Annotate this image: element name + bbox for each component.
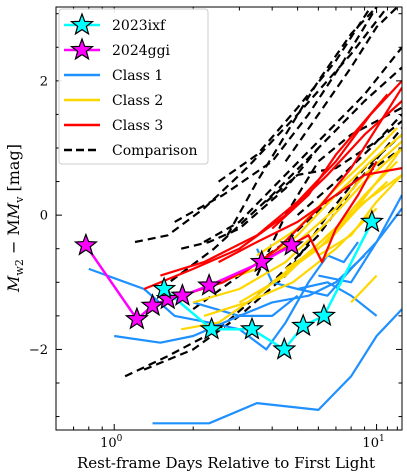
x-tick-label-1: 100: [100, 434, 123, 451]
class-1-line-3: [152, 308, 402, 425]
class-1-line-6: [297, 281, 378, 317]
class-3-line-5: [238, 87, 402, 277]
legend-label: Class 3: [112, 118, 163, 134]
class-2-line-4: [238, 174, 402, 304]
svg-text:Mw2 − MMv [mag]: Mw2 − MMv [mag]: [4, 144, 26, 293]
class-2-line-7: [285, 180, 389, 270]
2024ggi-point-1: [73, 232, 99, 256]
legend-star-marker: [69, 37, 95, 61]
2023ixf-point-1: [152, 276, 177, 300]
comparison-line-2: [159, 66, 402, 290]
comparison-line-11: [284, 7, 399, 163]
legend-item-comparison: Comparison: [64, 143, 198, 159]
comparison-line-14: [296, 113, 402, 216]
2023ixf-point-2: [199, 316, 224, 340]
comparison-line-10: [226, 7, 378, 236]
class-1-line-7: [318, 207, 402, 284]
legend-label: Class 2: [112, 93, 163, 109]
legend-item-2023ixf: 2023ixf: [64, 12, 167, 36]
comparison-line-8: [256, 106, 402, 277]
comparison-line-13: [180, 147, 320, 250]
comparison-line-6: [203, 46, 402, 243]
legend-item-class-1: Class 1: [64, 68, 163, 84]
2024ggi-point-8: [279, 232, 304, 256]
legend-item-class-2: Class 2: [64, 93, 163, 109]
legend: 2023ixf 2024ggi Class 1 Class 2 Class 3 Compa…: [58, 8, 209, 165]
2023ixf-point-4: [272, 336, 297, 360]
series-layer: [84, 7, 402, 425]
legend-item-class-3: Class 3: [64, 118, 163, 134]
legend-label: 2024ggi: [112, 43, 171, 59]
2023ixf-point-6: [311, 303, 337, 327]
comparison-line-3: [174, 7, 378, 223]
comparison-line-9: [265, 120, 402, 203]
2024ggi-point-2: [124, 306, 149, 330]
class-2-line-10: [350, 274, 378, 304]
class-3-line-4: [180, 160, 378, 297]
marker-layer: [73, 209, 385, 360]
2024ggi-point-6: [197, 272, 222, 296]
2024ggi-point-5: [170, 282, 195, 307]
x-axis-title: Rest-frame Days Relative to First Light: [77, 454, 375, 472]
class-2-line-3: [218, 133, 402, 284]
2024ggi-point-3: [140, 293, 165, 317]
class-1-line-1: [88, 241, 359, 351]
y-axis-title: Mw2 − MMv [mag]: [4, 144, 26, 293]
2023ixf-point-7: [359, 209, 385, 233]
series-class-3: [143, 80, 402, 297]
legend-star-marker: [69, 12, 95, 36]
class-2-line-2: [192, 147, 402, 304]
y-tick-label-3: −2: [29, 343, 48, 358]
legend-label: Comparison: [112, 143, 198, 159]
2023ixf-point-5: [291, 313, 316, 337]
comparison-line-1: [134, 7, 389, 244]
2024ggi-point-7: [249, 249, 274, 273]
x-tick-label-2: 101: [362, 434, 384, 451]
2023ixf-point-3: [239, 316, 265, 340]
class-3-line-6: [271, 93, 389, 230]
y-tick-label-1: 2: [40, 74, 48, 89]
plot-frame: [55, 6, 403, 431]
comparison-line-7: [217, 7, 372, 183]
y-tick-label-2: 0: [40, 209, 48, 224]
legend-item-2024ggi: 2024ggi: [64, 37, 171, 61]
legend-label: 2023ixf: [112, 18, 167, 34]
class-2-line-8: [296, 140, 402, 243]
legend-label: Class 1: [112, 68, 163, 84]
